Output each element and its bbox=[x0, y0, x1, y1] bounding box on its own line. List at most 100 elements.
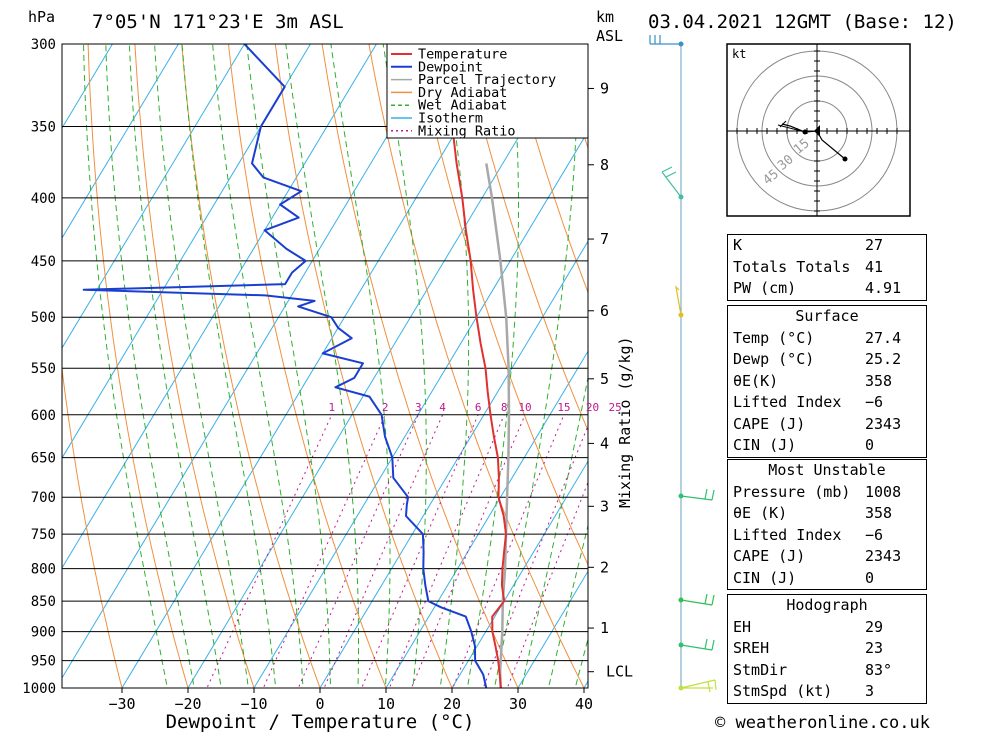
table-row: Lifted Index −6 bbox=[728, 392, 926, 414]
table-row: CIN (J) 0 bbox=[728, 435, 926, 457]
table-row: CIN (J) 0 bbox=[728, 568, 926, 590]
table-value: 27 bbox=[865, 236, 884, 254]
mixing-ratio-label: 1 bbox=[328, 401, 335, 414]
pressure-tick-label: 500 bbox=[31, 310, 56, 326]
dewpoint-line bbox=[82, 44, 488, 688]
wind-barb bbox=[680, 679, 717, 693]
isotherm-line bbox=[62, 44, 444, 679]
table-label: Temp (°C) bbox=[733, 328, 815, 347]
copyright: © weatheronline.co.uk bbox=[715, 713, 930, 733]
legend-label: Dewpoint bbox=[418, 59, 483, 75]
table-value: 2343 bbox=[865, 414, 902, 433]
table-label: Totals Totals bbox=[733, 257, 851, 276]
wet-adiabat-line bbox=[574, 637, 588, 688]
legend-label: Isotherm bbox=[418, 111, 483, 127]
table-value: −6 bbox=[865, 525, 884, 544]
mixing-ratio-label: 6 bbox=[475, 401, 482, 414]
x-tick-label: −20 bbox=[174, 695, 201, 713]
mixing-ratio-line bbox=[262, 414, 386, 688]
isotherm-line bbox=[121, 44, 510, 688]
table-value: 23 bbox=[865, 639, 884, 657]
table-label: PW (cm) bbox=[733, 279, 797, 297]
dry-adiabat-line bbox=[181, 44, 321, 688]
wind-barb bbox=[661, 166, 682, 198]
dry-adiabat-line bbox=[62, 364, 123, 688]
mixing-ratio-label: 3 bbox=[415, 401, 422, 414]
hodograph-barb bbox=[777, 120, 806, 133]
wet-adiabat-line bbox=[382, 44, 427, 688]
pressure-tick-label: 300 bbox=[31, 37, 56, 53]
table-label: Dewp (°C) bbox=[733, 350, 815, 368]
mixing-ratio-line bbox=[297, 414, 419, 688]
dry-adiabat-line bbox=[274, 44, 453, 688]
pressure-tick-label: 700 bbox=[31, 490, 56, 506]
isotherm-line bbox=[62, 44, 312, 459]
table-label: θE (K) bbox=[733, 504, 788, 522]
isotherm-line bbox=[319, 240, 588, 688]
x-tick-label: 40 bbox=[575, 695, 593, 713]
isotherm-line bbox=[451, 460, 588, 688]
dry-adiabat-line bbox=[321, 44, 519, 688]
wind-barb bbox=[680, 638, 715, 651]
wind-barb bbox=[649, 35, 681, 45]
wet-adiabat-line bbox=[105, 44, 195, 688]
wet-adiabat-line bbox=[82, 44, 168, 688]
mixing-ratio-label: 10 bbox=[518, 401, 531, 414]
table-label: CIN (J) bbox=[733, 436, 797, 454]
hodograph-point bbox=[842, 156, 848, 162]
wet-adiabat-line bbox=[285, 44, 359, 688]
km-tick-label: 5 bbox=[600, 370, 609, 388]
mixing-ratio-line bbox=[323, 414, 444, 688]
mixing-ratio-label: 8 bbox=[501, 401, 508, 414]
isotherm-line bbox=[62, 44, 180, 239]
table-label: CAPE (J) bbox=[733, 414, 806, 433]
hodograph-trace bbox=[781, 123, 846, 160]
temperature-line bbox=[451, 126, 507, 688]
pressure-tick-label: 950 bbox=[31, 654, 56, 670]
table-row: Dewp (°C) 25.2 bbox=[728, 349, 926, 371]
table-value: 41 bbox=[865, 257, 884, 276]
isotherm-line bbox=[62, 44, 378, 569]
wet-adiabat-line bbox=[330, 44, 391, 688]
wet-adiabat-line bbox=[181, 44, 277, 688]
table-row: θE (K) 358 bbox=[728, 503, 926, 525]
km-tick-label: LCL bbox=[606, 663, 633, 681]
table-row: Pressure (mb) 1008 bbox=[728, 482, 926, 504]
pressure-tick-label: 750 bbox=[31, 527, 56, 543]
mixing-ratio-label: 20 bbox=[586, 401, 599, 414]
dry-adiabat-line bbox=[368, 44, 585, 688]
pressure-tick-label: 800 bbox=[31, 562, 56, 578]
isotherm-line bbox=[62, 44, 246, 349]
table-label: Pressure (mb) bbox=[733, 482, 851, 501]
mixing-ratio-line bbox=[452, 414, 565, 688]
table-value: 358 bbox=[865, 371, 893, 390]
table-row: EH 29 bbox=[728, 617, 926, 639]
table-row: CAPE (J) 2343 bbox=[728, 546, 926, 568]
mixing-ratio-label: 2 bbox=[382, 401, 389, 414]
table-row: K 27 bbox=[728, 235, 926, 257]
isotherm-line bbox=[517, 570, 588, 688]
table-row: θE(K) 358 bbox=[728, 371, 926, 393]
datetime-title: 03.04.2021 12GMT (Base: 12) bbox=[648, 11, 957, 33]
km-tick-label: 9 bbox=[600, 79, 609, 97]
km-tick-label: 8 bbox=[600, 156, 609, 174]
table-row: Totals Totals 41 bbox=[728, 257, 926, 279]
wet-adiabat-line bbox=[246, 44, 331, 688]
isotherm-line bbox=[385, 350, 588, 688]
isotherm-line bbox=[253, 130, 588, 688]
mixing-ratio-line bbox=[506, 481, 588, 688]
wind-barb bbox=[675, 285, 682, 316]
table-value: −6 bbox=[865, 393, 884, 411]
wind-barb bbox=[680, 488, 715, 501]
table-row: PW (cm) 4.91 bbox=[728, 278, 926, 300]
dry-adiabat-line bbox=[415, 44, 588, 566]
pressure-tick-label: 650 bbox=[31, 451, 56, 467]
x-tick-label: 0 bbox=[315, 695, 324, 713]
legend-label: Temperature bbox=[418, 47, 507, 63]
table-label: CAPE (J) bbox=[733, 547, 806, 565]
pressure-tick-label: 850 bbox=[31, 594, 56, 610]
x-tick-label: −30 bbox=[108, 695, 135, 713]
axes: 3003504004505005506006507007508008509009… bbox=[22, 37, 633, 713]
wind-barbs bbox=[649, 35, 717, 693]
